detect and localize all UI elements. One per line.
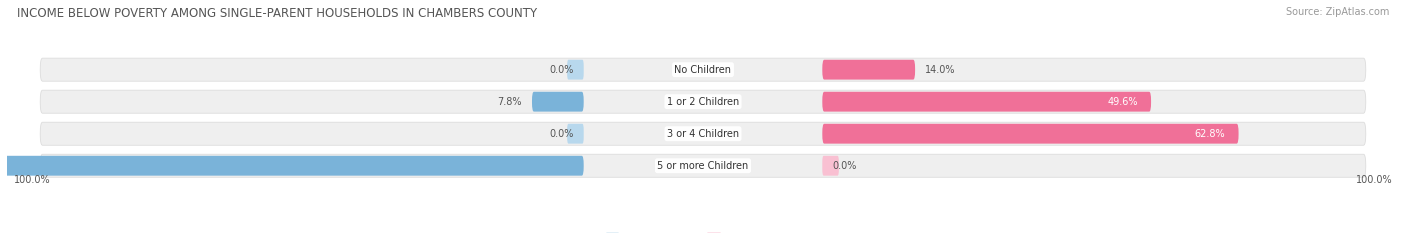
Text: 1 or 2 Children: 1 or 2 Children bbox=[666, 97, 740, 107]
FancyBboxPatch shape bbox=[41, 58, 1365, 81]
Legend: Single Father, Single Mother: Single Father, Single Mother bbox=[602, 229, 804, 233]
Text: 0.0%: 0.0% bbox=[550, 65, 574, 75]
Text: 3 or 4 Children: 3 or 4 Children bbox=[666, 129, 740, 139]
FancyBboxPatch shape bbox=[823, 124, 1239, 144]
Text: 7.8%: 7.8% bbox=[498, 97, 522, 107]
Text: 100.0%: 100.0% bbox=[1355, 175, 1392, 185]
Text: 5 or more Children: 5 or more Children bbox=[658, 161, 748, 171]
Text: Source: ZipAtlas.com: Source: ZipAtlas.com bbox=[1285, 7, 1389, 17]
FancyBboxPatch shape bbox=[823, 92, 1152, 112]
Text: 100.0%: 100.0% bbox=[14, 175, 51, 185]
Text: 0.0%: 0.0% bbox=[550, 129, 574, 139]
FancyBboxPatch shape bbox=[823, 60, 915, 80]
FancyBboxPatch shape bbox=[41, 122, 1365, 145]
FancyBboxPatch shape bbox=[567, 124, 583, 144]
Text: No Children: No Children bbox=[675, 65, 731, 75]
FancyBboxPatch shape bbox=[531, 92, 583, 112]
FancyBboxPatch shape bbox=[823, 156, 839, 176]
Text: 14.0%: 14.0% bbox=[925, 65, 956, 75]
Text: 0.0%: 0.0% bbox=[832, 161, 856, 171]
FancyBboxPatch shape bbox=[41, 90, 1365, 113]
Text: 49.6%: 49.6% bbox=[1108, 97, 1137, 107]
Text: 62.8%: 62.8% bbox=[1195, 129, 1225, 139]
Text: INCOME BELOW POVERTY AMONG SINGLE-PARENT HOUSEHOLDS IN CHAMBERS COUNTY: INCOME BELOW POVERTY AMONG SINGLE-PARENT… bbox=[17, 7, 537, 20]
FancyBboxPatch shape bbox=[0, 156, 583, 176]
FancyBboxPatch shape bbox=[567, 60, 583, 80]
FancyBboxPatch shape bbox=[41, 154, 1365, 177]
